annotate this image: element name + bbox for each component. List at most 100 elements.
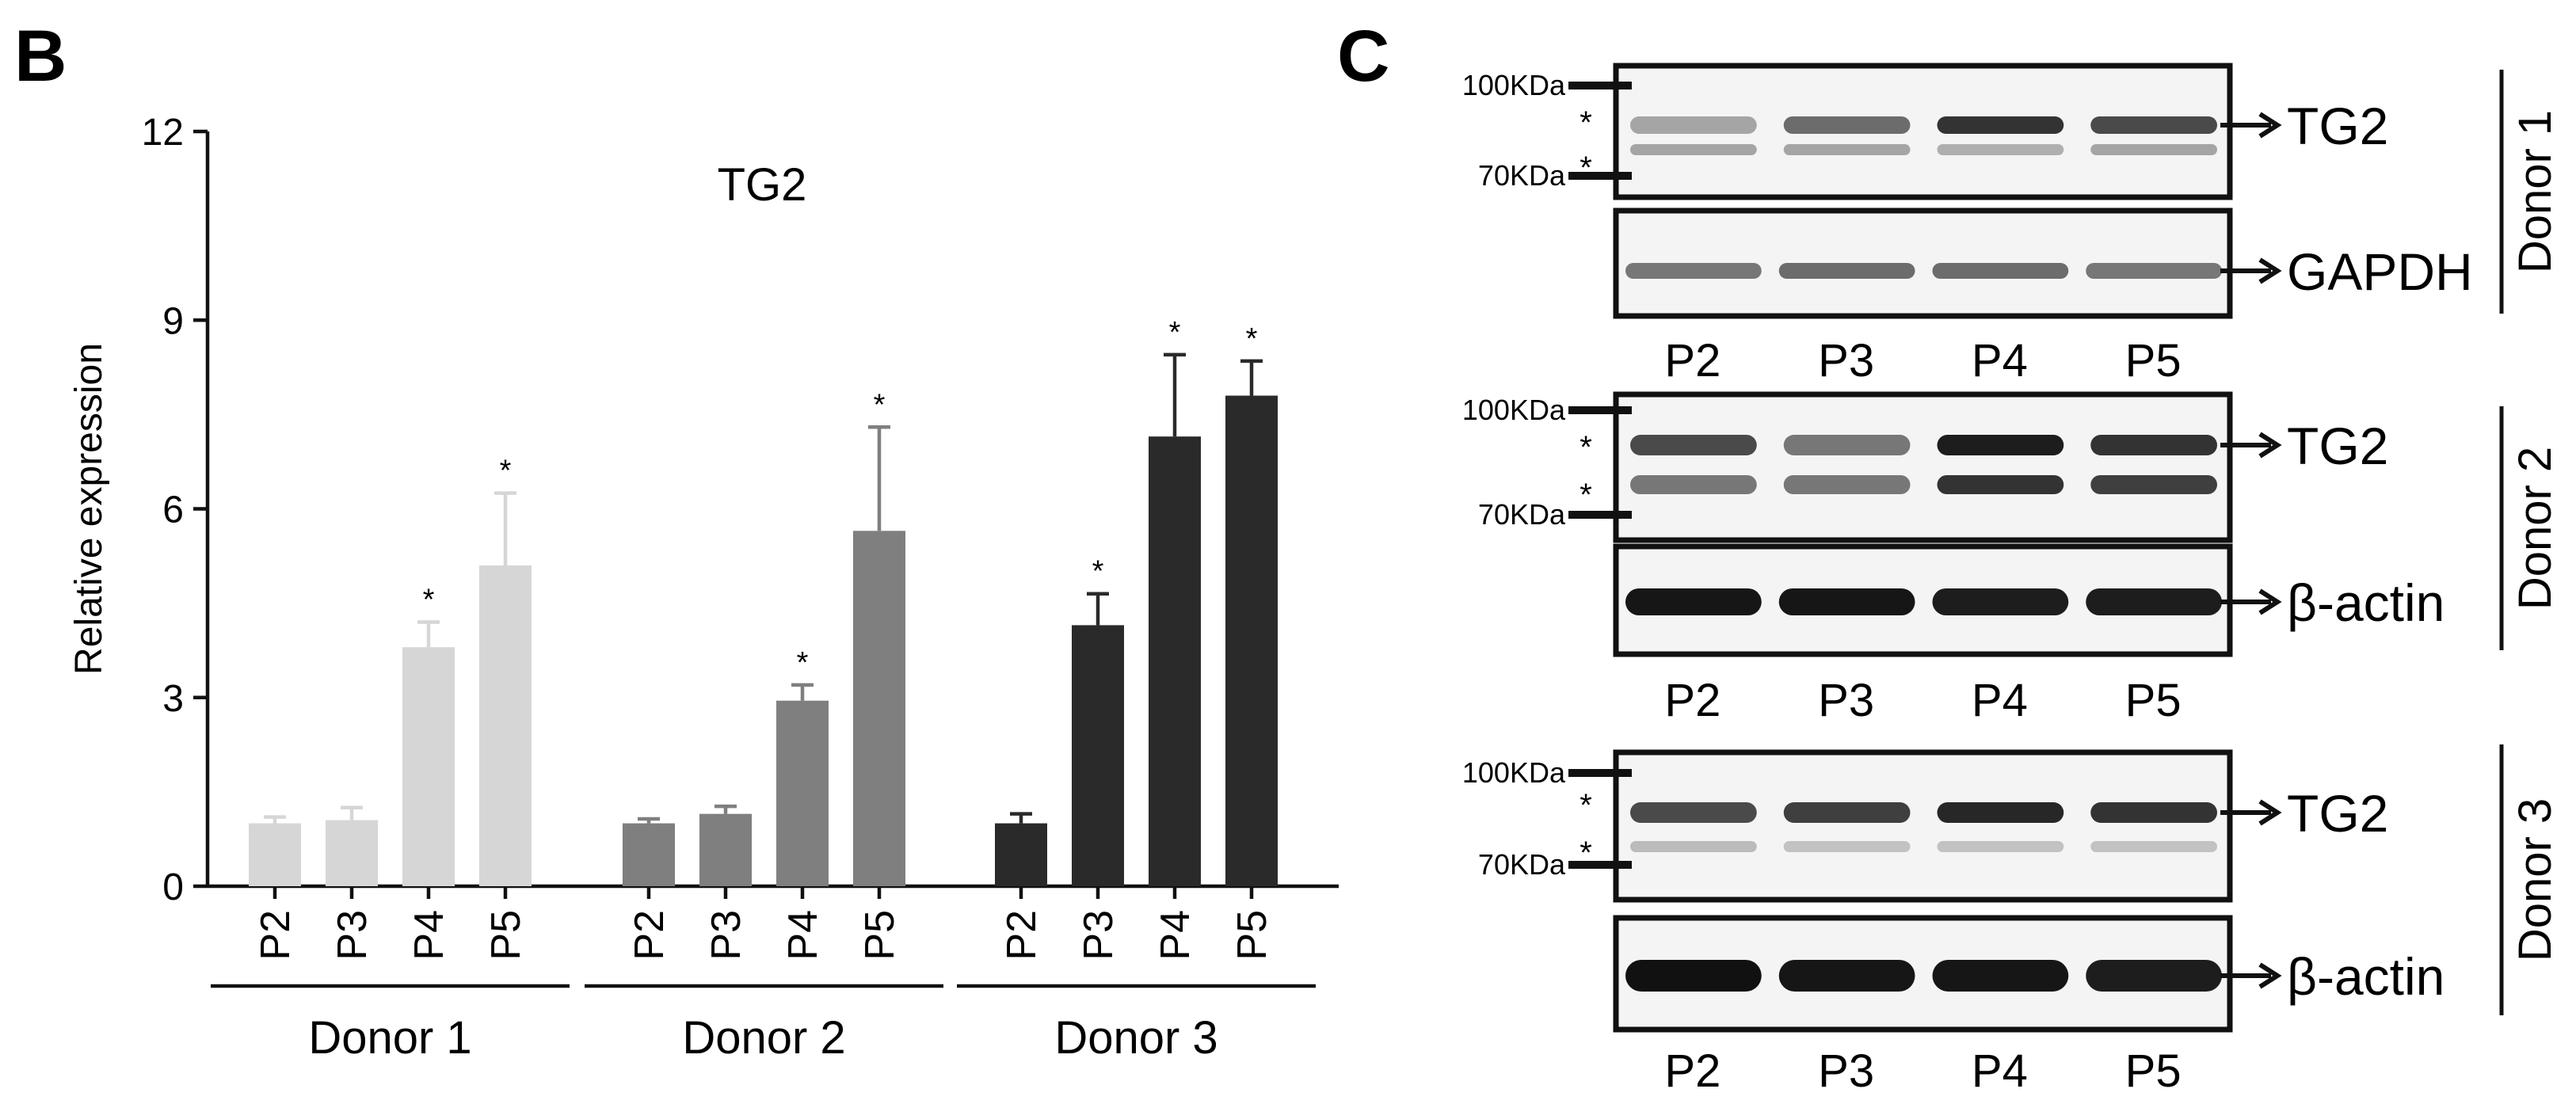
x-tick-label: P5 (483, 910, 529, 961)
blot-band (1937, 841, 2064, 852)
blot-band (2090, 841, 2217, 852)
blot-target-box (1613, 391, 2233, 543)
x-tick-label: P4 (1153, 910, 1198, 961)
blot-band (1630, 802, 1757, 823)
y-tick-label: 9 (162, 300, 184, 342)
arrow-head (2258, 432, 2282, 459)
blot-band (1932, 960, 2069, 992)
blot-band (1937, 435, 2064, 455)
blot-band (2086, 263, 2222, 279)
bar (1072, 625, 1124, 886)
band-marker: * (1580, 478, 1592, 512)
marker-label-high: 100KDa (1462, 756, 1566, 789)
blot-band (1630, 144, 1757, 155)
bar (623, 823, 675, 886)
panel-label-b: B (14, 16, 67, 97)
blot-band (1630, 116, 1757, 134)
band-marker: * (1580, 150, 1592, 185)
blot-band (1778, 588, 1915, 615)
y-tick-label: 12 (142, 112, 184, 154)
blot-band (2090, 435, 2217, 455)
bar (699, 813, 752, 886)
target-label: TG2 (2287, 97, 2388, 155)
lane-label: P5 (2125, 335, 2182, 386)
blot-band (1783, 435, 1911, 455)
blot-band (1783, 841, 1911, 852)
group-label: Donor 2 (682, 1012, 845, 1064)
blot-band (2086, 588, 2222, 615)
lane-label: P3 (1818, 675, 1874, 726)
donor-label: Donor 1 (2509, 110, 2561, 273)
bar (1225, 395, 1278, 886)
lane-label: P5 (2125, 1045, 2182, 1097)
blot-band (1625, 263, 1762, 279)
lane-label: P4 (1972, 335, 2028, 386)
arrow-head (2258, 962, 2282, 989)
blot-band (2090, 116, 2217, 134)
western-blot-panel: C 100KDa 70KDa * * TG2 GAPDH P2 P3 P4 P5 Donor 1 10… (1337, 16, 2561, 1097)
blot-band (1932, 263, 2069, 279)
x-tick-label: P5 (1229, 910, 1275, 961)
y-tick-label: 6 (162, 489, 184, 531)
x-tick-label: P2 (999, 910, 1045, 961)
marker-label-high: 100KDa (1462, 69, 1566, 101)
blot-band (1783, 475, 1911, 494)
panel-label-c: C (1337, 16, 1389, 97)
blot-band (1625, 960, 1762, 992)
bar (853, 531, 905, 886)
bar (479, 565, 532, 886)
significance-marker: * (423, 583, 435, 616)
blot-band (1783, 144, 1911, 155)
bar (326, 820, 378, 886)
loading-control-label: GAPDH (2287, 242, 2473, 301)
blot-band (1778, 263, 1915, 279)
blot-band (2090, 475, 2217, 494)
lane-label: P2 (1664, 675, 1721, 726)
blot-band (1778, 960, 1915, 992)
loading-control-label: β-actin (2287, 573, 2445, 632)
bar-chart-panel: B TG2 Relative expression 0 3 6 9 12 P2 P3 * P4 * P5… (14, 16, 1339, 1064)
marker-label-low: 70KDa (1478, 498, 1566, 531)
lane-label: P2 (1664, 1045, 1721, 1097)
blot-band (1625, 588, 1762, 615)
blot-band (1937, 116, 2064, 134)
lane-label: P4 (1972, 675, 2028, 726)
lane-label: P4 (1972, 1045, 2028, 1097)
significance-marker: * (1246, 322, 1258, 356)
lane-label: P3 (1818, 335, 1874, 386)
bar (1149, 436, 1201, 886)
blot-band (1937, 802, 2064, 823)
x-tick-label: P2 (627, 910, 673, 961)
arrow-head (2258, 588, 2282, 615)
lane-label: P3 (1818, 1045, 1874, 1097)
x-tick-label: P4 (780, 910, 826, 961)
y-axis-label: Relative expression (68, 343, 110, 675)
group-label: Donor 3 (1054, 1012, 1218, 1064)
target-label: TG2 (2287, 417, 2388, 475)
y-tick-label: 3 (162, 678, 184, 720)
band-marker: * (1580, 105, 1592, 140)
significance-marker: * (1092, 555, 1104, 588)
donor-label: Donor 3 (2509, 798, 2561, 961)
x-tick-label: P3 (703, 910, 749, 961)
blot-band (2090, 144, 2217, 155)
significance-marker: * (797, 646, 809, 680)
band-marker: * (1580, 836, 1592, 870)
x-tick-label: P4 (406, 910, 452, 961)
blot-band (1630, 435, 1757, 455)
band-marker: * (1580, 430, 1592, 465)
target-label: TG2 (2287, 784, 2388, 843)
y-tick-label: 0 (162, 866, 184, 908)
blot-band (2086, 960, 2222, 992)
significance-marker: * (500, 455, 512, 488)
blot-band (2090, 802, 2217, 823)
bar (402, 647, 455, 886)
significance-marker: * (874, 388, 886, 421)
significance-marker: * (1169, 316, 1181, 349)
blot-band (1932, 588, 2069, 615)
bar (776, 700, 829, 886)
arrow-head (2258, 257, 2282, 284)
blot-band (1630, 841, 1757, 852)
marker-label-low: 70KDa (1478, 848, 1566, 881)
